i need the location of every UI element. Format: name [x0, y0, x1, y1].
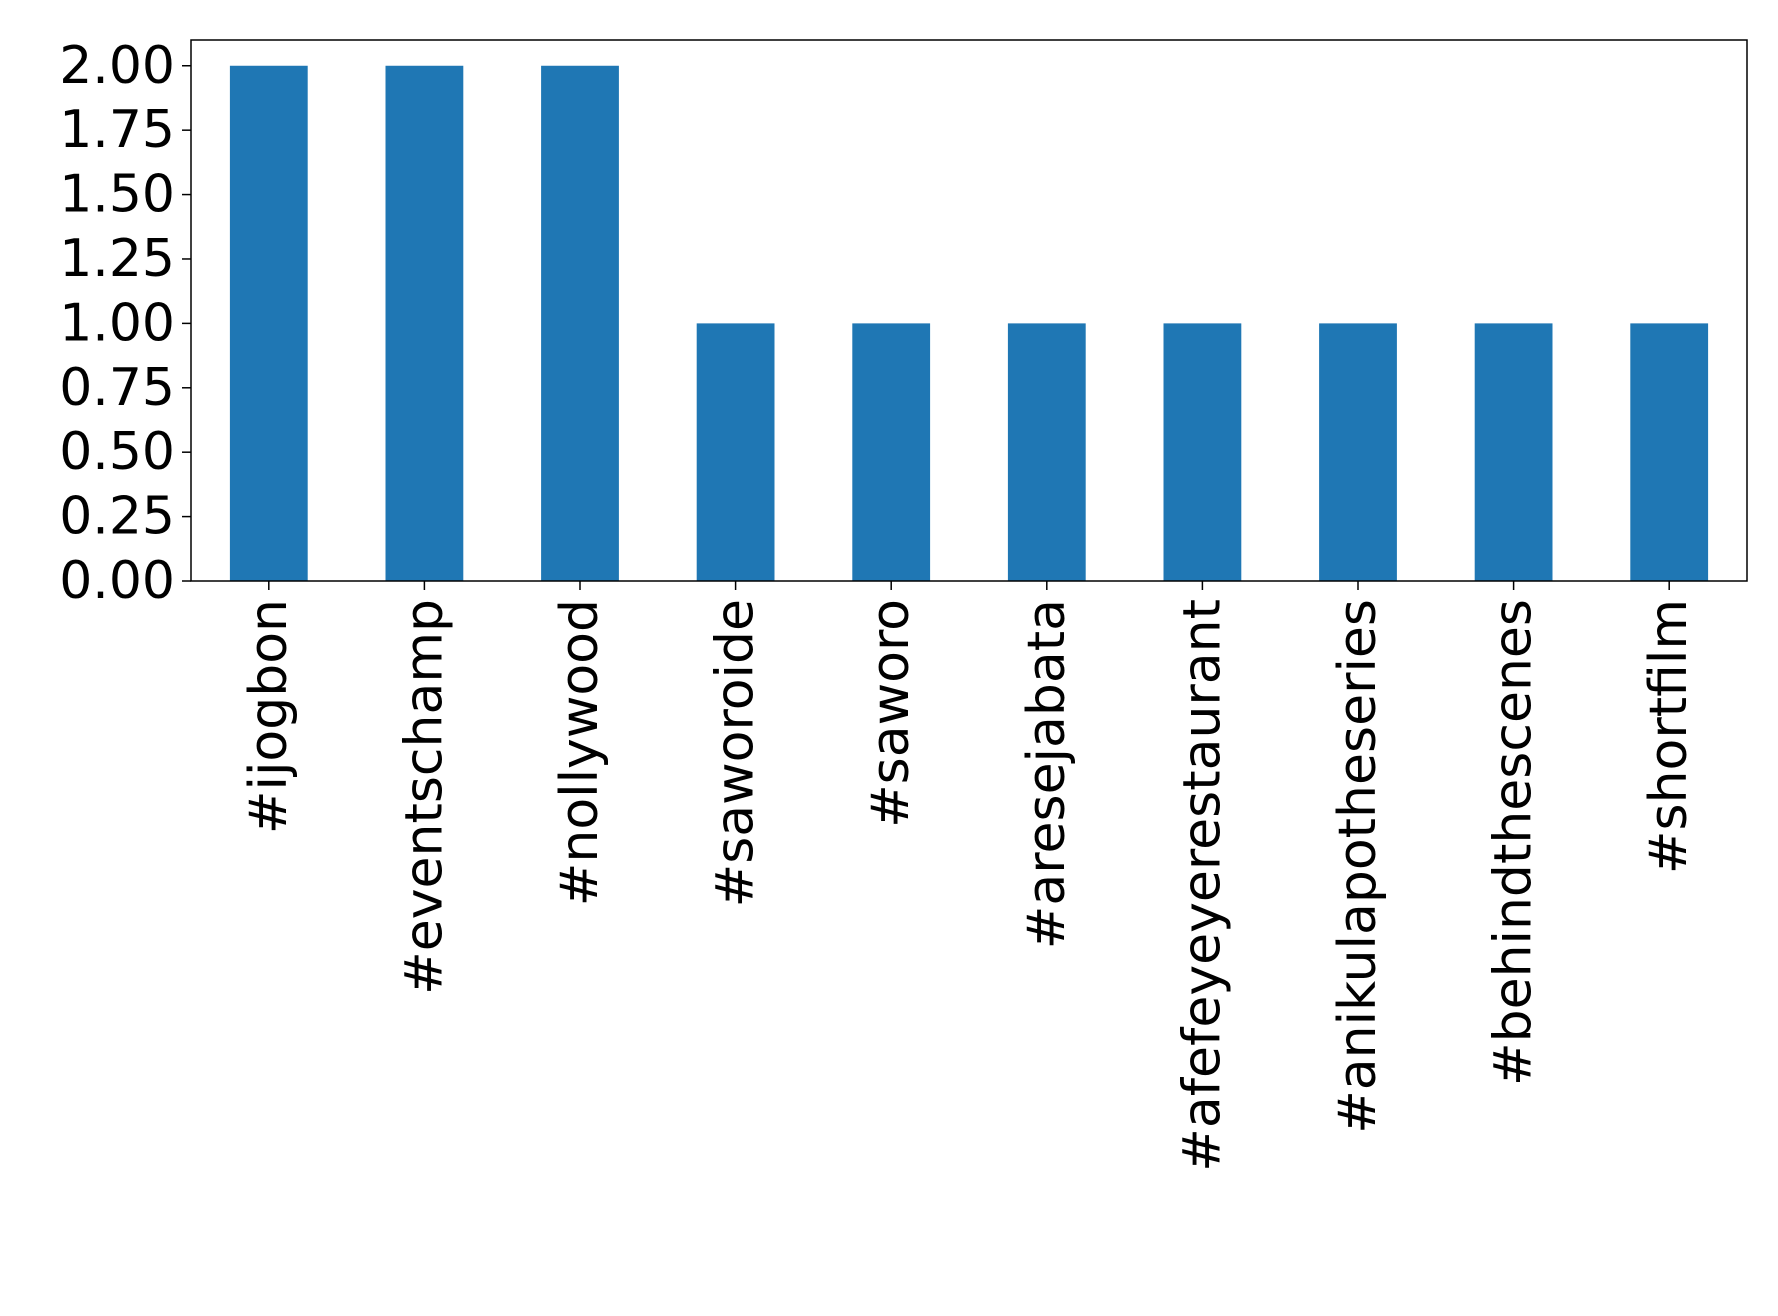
y-tick-label: 0.25 [59, 487, 175, 547]
y-tick-label: 1.00 [59, 293, 175, 353]
y-tick-label: 1.50 [59, 165, 175, 225]
bar [1319, 323, 1397, 581]
bar [1007, 323, 1086, 581]
y-tick-label: 0.75 [59, 358, 175, 418]
x-tick-label: #anikulapotheseries [1328, 599, 1388, 1134]
x-tick-label: #ijogbon [239, 599, 299, 834]
bars-layer [229, 65, 1709, 581]
x-tick-label: #shortfilm [1639, 599, 1699, 874]
x-tick-label: #eventschamp [394, 599, 454, 995]
y-axis: 0.000.250.500.751.001.251.501.752.00 [59, 36, 191, 611]
y-tick-label: 0.00 [59, 551, 175, 611]
x-tick-label: #afefeyeyerestaurant [1172, 599, 1232, 1172]
y-tick-label: 0.50 [59, 422, 175, 482]
bar [1630, 323, 1709, 581]
x-tick-label: #nollywood [550, 599, 610, 906]
x-tick-label: #saworoide [706, 599, 766, 907]
bar [541, 65, 619, 581]
y-tick-label: 1.75 [59, 100, 175, 160]
x-tick-label: #behindthescenes [1484, 599, 1544, 1086]
bar [1163, 323, 1242, 581]
y-tick-label: 2.00 [59, 36, 175, 96]
x-axis: #ijogbon #eventschamp #nollywood #saworoide… [239, 581, 1699, 1172]
bar [696, 323, 775, 581]
bar [385, 65, 464, 581]
bar [852, 323, 931, 581]
x-tick-label: #saworo [861, 599, 921, 828]
bar [229, 65, 308, 581]
plot-area-frame [190, 39, 1748, 582]
bar [1474, 323, 1553, 581]
y-tick-label: 1.25 [59, 229, 175, 289]
x-tick-label: #aresejabata [1017, 599, 1077, 949]
